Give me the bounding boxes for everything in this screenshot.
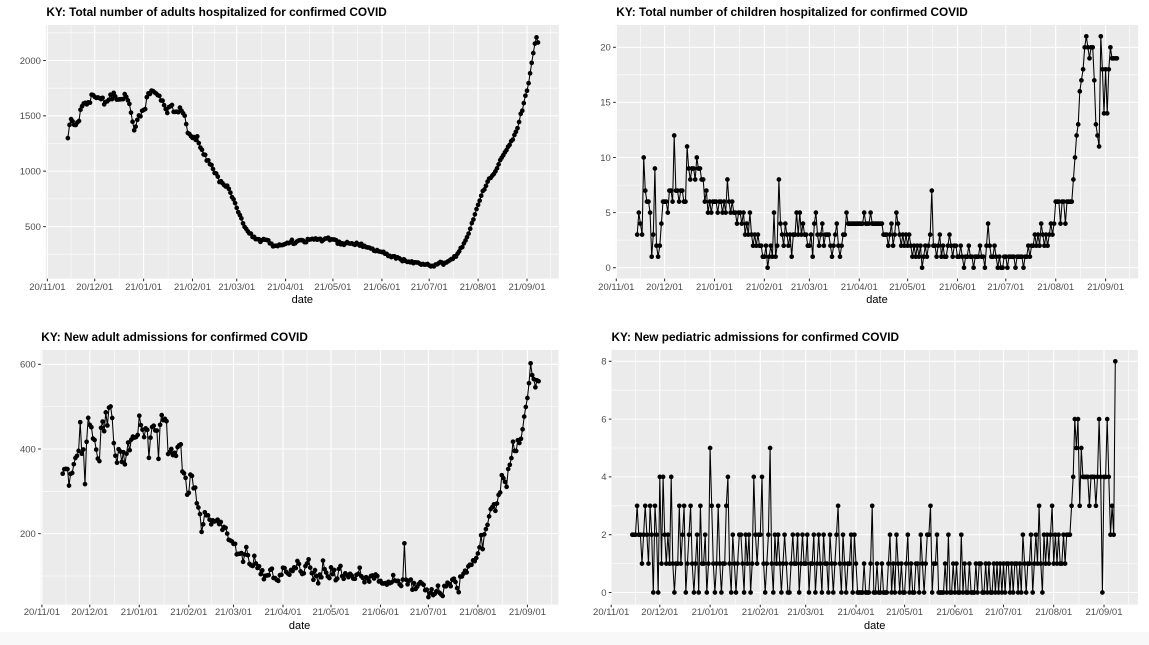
- svg-text:500: 500: [25, 222, 41, 233]
- svg-text:21/02/01: 21/02/01: [170, 607, 207, 618]
- svg-text:20/11/01: 20/11/01: [598, 282, 634, 293]
- svg-text:21/03/01: 21/03/01: [218, 282, 255, 293]
- svg-text:21/08/01: 21/08/01: [1037, 282, 1074, 293]
- svg-text:21/04/01: 21/04/01: [838, 607, 875, 618]
- svg-text:2: 2: [601, 530, 606, 541]
- svg-text:21/09/01: 21/09/01: [509, 607, 546, 618]
- svg-text:KY: New adult admissions for c: KY: New adult admissions for confirmed C…: [41, 330, 308, 344]
- svg-text:0: 0: [601, 588, 606, 599]
- svg-text:20/11/01: 20/11/01: [29, 282, 65, 293]
- svg-text:date: date: [292, 294, 313, 306]
- svg-text:21/07/01: 21/07/01: [410, 607, 447, 618]
- svg-text:5: 5: [606, 208, 611, 219]
- svg-text:21/05/01: 21/05/01: [313, 607, 350, 618]
- svg-text:21/01/01: 21/01/01: [125, 282, 162, 293]
- svg-text:1000: 1000: [20, 167, 41, 178]
- svg-text:21/08/01: 21/08/01: [1035, 607, 1072, 618]
- svg-text:KY: Total number of adults hos: KY: Total number of adults hospitalized …: [46, 5, 387, 19]
- svg-text:21/06/01: 21/06/01: [936, 607, 973, 618]
- svg-text:400: 400: [20, 444, 36, 455]
- svg-text:21/03/01: 21/03/01: [791, 282, 828, 293]
- svg-text:21/03/01: 21/03/01: [787, 607, 824, 618]
- svg-text:21/03/01: 21/03/01: [215, 607, 252, 618]
- svg-text:20/12/01: 20/12/01: [71, 607, 108, 618]
- svg-text:21/09/01: 21/09/01: [1086, 607, 1123, 618]
- svg-text:200: 200: [20, 529, 36, 540]
- svg-text:21/02/01: 21/02/01: [742, 607, 779, 618]
- svg-text:20: 20: [600, 43, 611, 54]
- svg-text:6: 6: [601, 414, 606, 425]
- svg-text:21/04/01: 21/04/01: [841, 282, 878, 293]
- svg-text:20/12/01: 20/12/01: [646, 282, 683, 293]
- svg-text:21/04/01: 21/04/01: [267, 282, 304, 293]
- svg-text:4: 4: [601, 472, 606, 483]
- svg-text:0: 0: [606, 263, 611, 274]
- svg-text:8: 8: [601, 357, 606, 368]
- svg-text:21/08/01: 21/08/01: [459, 607, 496, 618]
- svg-text:20/12/01: 20/12/01: [641, 607, 678, 618]
- svg-text:15: 15: [600, 98, 611, 109]
- svg-text:21/02/01: 21/02/01: [746, 282, 783, 293]
- svg-text:21/08/01: 21/08/01: [460, 282, 497, 293]
- svg-text:21/01/01: 21/01/01: [696, 282, 733, 293]
- svg-text:date: date: [866, 294, 887, 306]
- svg-text:21/05/01: 21/05/01: [889, 282, 926, 293]
- svg-text:21/07/01: 21/07/01: [411, 282, 448, 293]
- svg-text:21/07/01: 21/07/01: [985, 607, 1022, 618]
- svg-text:date: date: [289, 620, 310, 632]
- svg-text:21/09/01: 21/09/01: [509, 282, 546, 293]
- svg-text:date: date: [864, 620, 885, 632]
- svg-text:KY: Total number of children h: KY: Total number of children hospitalize…: [616, 5, 968, 19]
- svg-text:2000: 2000: [20, 56, 41, 67]
- svg-text:1500: 1500: [20, 111, 41, 122]
- svg-text:21/05/01: 21/05/01: [886, 607, 923, 618]
- svg-text:21/06/01: 21/06/01: [363, 282, 400, 293]
- svg-text:21/05/01: 21/05/01: [314, 282, 351, 293]
- svg-text:10: 10: [600, 153, 611, 164]
- svg-text:21/09/01: 21/09/01: [1087, 282, 1124, 293]
- svg-text:20/12/01: 20/12/01: [76, 282, 113, 293]
- svg-text:21/04/01: 21/04/01: [265, 607, 302, 618]
- svg-text:21/07/01: 21/07/01: [987, 282, 1024, 293]
- svg-text:600: 600: [20, 360, 36, 371]
- svg-text:20/11/01: 20/11/01: [24, 607, 60, 618]
- svg-text:21/06/01: 21/06/01: [939, 282, 976, 293]
- svg-text:21/06/01: 21/06/01: [362, 607, 399, 618]
- svg-text:21/02/01: 21/02/01: [174, 282, 211, 293]
- svg-text:KY: New pediatric admissions f: KY: New pediatric admissions for confirm…: [612, 330, 900, 344]
- svg-text:21/01/01: 21/01/01: [692, 607, 729, 618]
- svg-text:20/11/01: 20/11/01: [593, 607, 629, 618]
- svg-text:21/01/01: 21/01/01: [121, 607, 158, 618]
